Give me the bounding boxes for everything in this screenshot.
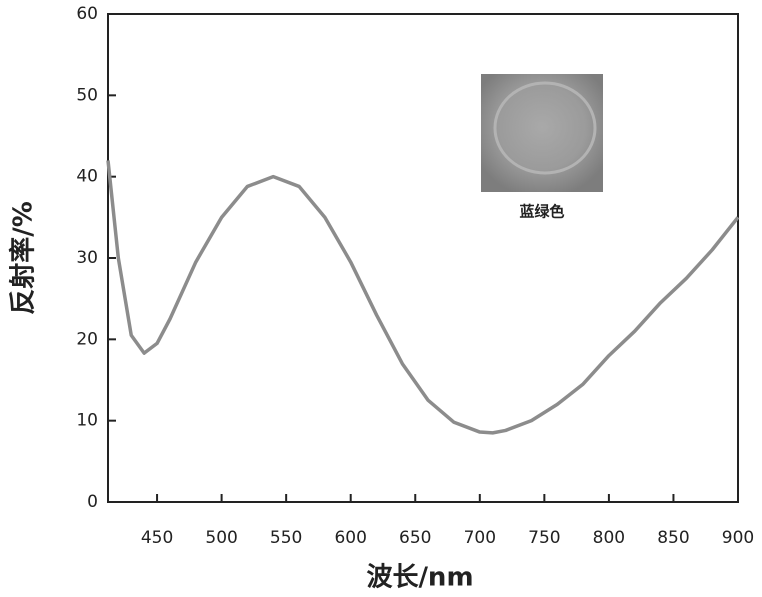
- x-axis-label: 波长/nm: [366, 563, 473, 593]
- y-tick-label: 60: [76, 4, 98, 24]
- data-line: [106, 160, 740, 435]
- y-tick-label: 10: [76, 411, 98, 431]
- y-axis-label: 反射率/%: [8, 201, 39, 315]
- y-tick-label: 40: [76, 167, 98, 187]
- plot-frame: [107, 13, 739, 503]
- x-tick-label: 800: [593, 528, 625, 548]
- annotation: 蓝绿色: [519, 203, 564, 221]
- x-tick-label: 700: [464, 528, 496, 548]
- sample-image-ring: [493, 81, 597, 175]
- x-tick-label: 900: [722, 528, 754, 548]
- x-tick-label: 850: [657, 528, 689, 548]
- y-tick-label: 50: [76, 85, 98, 105]
- x-tick-label: 750: [528, 528, 560, 548]
- x-tick-label: 500: [205, 528, 237, 548]
- y-tick-label: 20: [76, 329, 98, 349]
- y-tick-label: 30: [76, 248, 98, 268]
- x-tick-label: 650: [399, 528, 431, 548]
- x-tick-label: 600: [334, 528, 366, 548]
- y-tick-label: 0: [87, 492, 98, 512]
- x-tick-label: 550: [270, 528, 302, 548]
- x-tick-label: 450: [141, 528, 173, 548]
